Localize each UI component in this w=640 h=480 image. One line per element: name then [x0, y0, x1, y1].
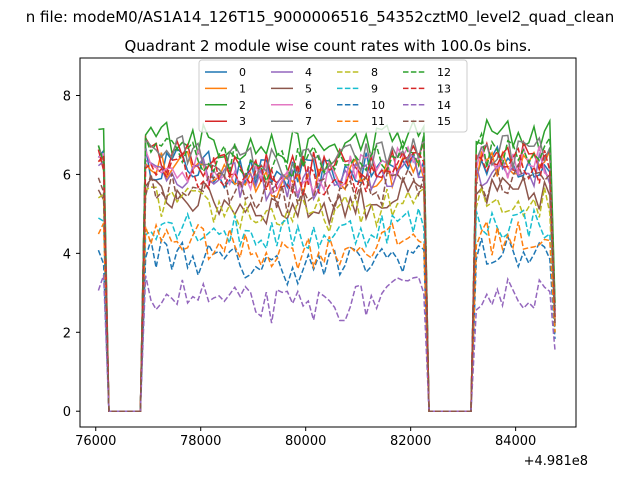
legend-label-0: 0: [239, 66, 246, 79]
x-tick-label: 84000: [495, 434, 536, 449]
x-offset-text: +4.981e8: [524, 454, 588, 469]
legend-label-11: 11: [371, 115, 385, 128]
x-tick-label: 78000: [180, 434, 221, 449]
legend-label-6: 6: [305, 99, 312, 112]
legend-label-10: 10: [371, 99, 385, 112]
legend-label-2: 2: [239, 99, 246, 112]
chart-title: Quadrant 2 module wise count rates with …: [124, 37, 531, 55]
series-line-12: [97, 131, 556, 412]
series-line-10: [97, 234, 556, 412]
plot-frame: [79, 57, 577, 428]
series-line-6: [97, 145, 556, 412]
y-tick-label: 8: [63, 89, 71, 104]
series-line-14: [97, 275, 556, 412]
legend-label-12: 12: [437, 66, 451, 79]
x-tick-label: 76000: [75, 434, 116, 449]
legend-label-14: 14: [437, 99, 451, 112]
legend-label-8: 8: [371, 66, 378, 79]
legend-label-13: 13: [437, 82, 451, 95]
legend-label-7: 7: [305, 115, 312, 128]
legend-label-1: 1: [239, 82, 246, 95]
series-line-11: [97, 219, 556, 412]
series-line-13: [97, 146, 556, 412]
legend-label-3: 3: [239, 115, 246, 128]
axes-layer: 76000 78000 80000 82000 84000 0 2 4 6 8: [63, 89, 537, 449]
x-tick-label: 80000: [285, 434, 326, 449]
legend-label-5: 5: [305, 82, 312, 95]
legend-label-15: 15: [437, 115, 451, 128]
y-tick-label: 4: [63, 247, 71, 262]
series-line-4: [97, 151, 556, 412]
series-layer: [97, 117, 556, 412]
y-tick-label: 0: [63, 405, 71, 420]
legend-label-4: 4: [305, 66, 312, 79]
series-line-15: [97, 162, 556, 412]
x-tick-label: 82000: [390, 434, 431, 449]
legend-box: [198, 59, 468, 133]
series-line-5: [97, 174, 556, 412]
legend-label-9: 9: [371, 82, 378, 95]
series-line-9: [98, 207, 556, 412]
series-line-8: [97, 184, 556, 412]
y-tick-label: 2: [63, 326, 71, 341]
y-tick-label: 6: [63, 168, 71, 183]
figure-suptitle: n file: modeM0/AS1A14_126T15_9000006516_…: [26, 8, 615, 27]
